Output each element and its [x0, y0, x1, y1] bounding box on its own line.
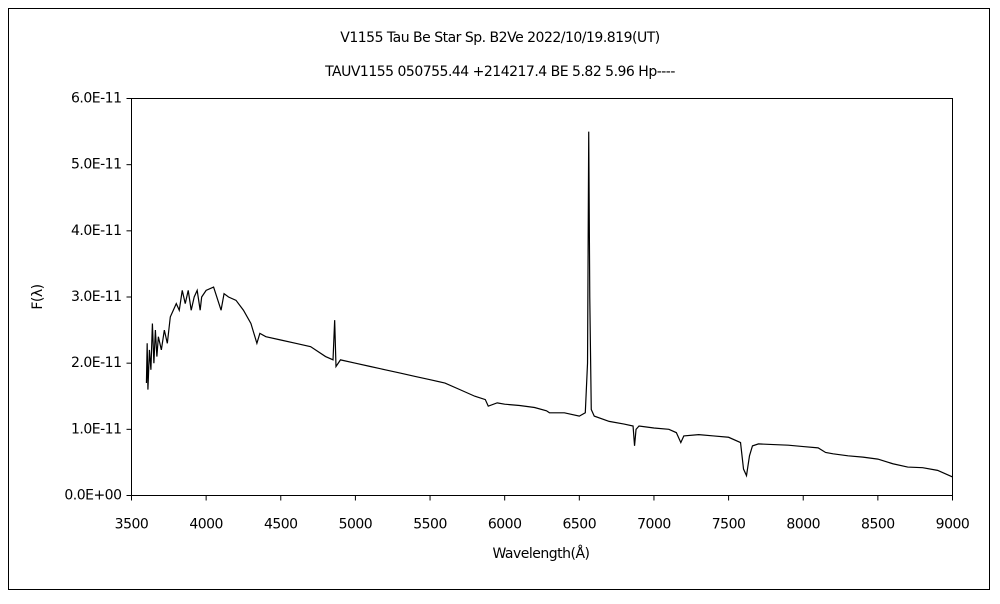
- x-tick-label: 9000: [936, 517, 970, 533]
- x-tick-label: 4000: [189, 517, 223, 533]
- chart-title: V1155 Tau Be Star Sp. B2Ve 2022/10/19.81…: [340, 30, 659, 46]
- x-tick-label: 7000: [637, 517, 671, 533]
- y-tick-label: 5.0E-11: [71, 157, 121, 173]
- x-tick-label: 5000: [339, 517, 373, 533]
- x-tick-label: 8000: [786, 517, 820, 533]
- x-tick-label: 5500: [413, 517, 447, 533]
- x-tick-label: 3500: [115, 517, 149, 533]
- chart-subtitle: TAUV1155 050755.44 +214217.4 BE 5.82 5.9…: [324, 64, 675, 80]
- x-tick-label: 6000: [488, 517, 522, 533]
- y-axis-label: F(λ): [30, 284, 46, 309]
- x-tick-label: 6500: [562, 517, 596, 533]
- x-tick-label: 4500: [264, 517, 298, 533]
- y-tick-label: 3.0E-11: [71, 289, 121, 305]
- y-tick-label: 4.0E-11: [71, 223, 121, 239]
- spectrum-line: [145, 131, 953, 478]
- y-tick-label: 0.0E+00: [64, 488, 121, 504]
- y-tick-label: 2.0E-11: [71, 355, 121, 371]
- y-tick-label: 6.0E-11: [71, 91, 121, 107]
- y-tick-label: 1.0E-11: [71, 421, 121, 437]
- x-axis-label: Wavelength(Å): [492, 545, 589, 562]
- chart-border: [8, 8, 990, 590]
- x-tick-label: 8500: [861, 517, 895, 533]
- x-tick-label: 7500: [712, 517, 746, 533]
